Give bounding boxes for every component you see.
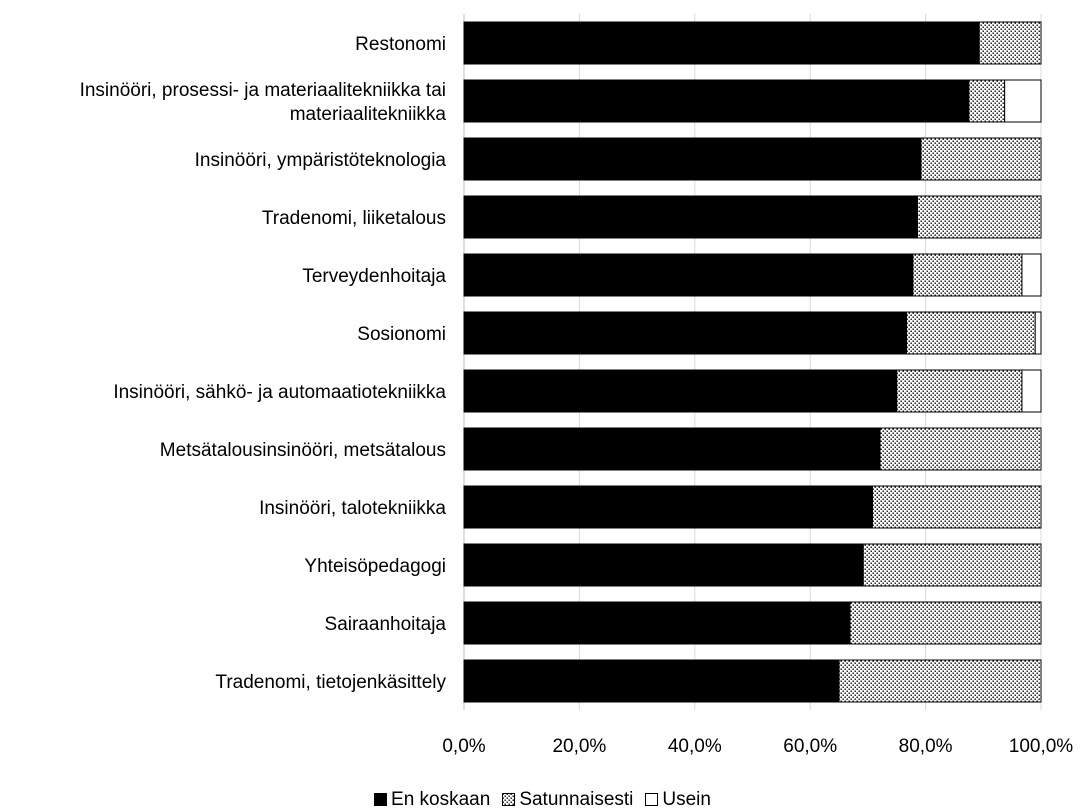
legend: En koskaan Satunnaisesti Usein (0, 788, 1085, 811)
x-tick-label: 20,0% (552, 736, 606, 757)
bar-segment-en-koskaan (463, 543, 864, 587)
x-axis-tick-labels: 0,0% 20,0% 40,0% 60,0% 80,0% 100,0% (442, 736, 1073, 757)
bar-segment-usein (1021, 369, 1042, 413)
category-label: Insinööri, sähkö- ja automaatiotekniikka (113, 382, 446, 403)
bar-segment-usein (1034, 311, 1042, 355)
category-label: Restonomi (355, 34, 446, 55)
category-labels: Restonomi Insinööri, prosessi- ja materia… (80, 34, 447, 693)
legend-swatch-empty-icon (645, 793, 659, 806)
category-label: Insinööri, prosessi- ja materiaaliteknii… (80, 80, 447, 125)
category-label: Insinööri, ympäristöteknologia (195, 150, 447, 171)
category-label: Tradenomi, tietojenkäsittely (215, 672, 446, 693)
bar-segment-usein (1021, 253, 1042, 297)
bar-segment-en-koskaan (463, 137, 922, 181)
x-tick-label: 100,0% (1009, 736, 1074, 757)
bar-segment-en-koskaan (463, 311, 908, 355)
category-label: Yhteisöpedagogi (304, 556, 446, 577)
legend-item-usein: Usein (645, 789, 711, 811)
bar-segment-en-koskaan (463, 369, 898, 413)
bar-segment-satunnaisesti (879, 427, 1042, 471)
bar-segment-satunnaisesti (917, 195, 1042, 239)
bar-segment-en-koskaan (463, 427, 881, 471)
gridlines (463, 14, 1042, 710)
bar-segment-en-koskaan (463, 79, 970, 123)
bar-segment-satunnaisesti (920, 137, 1042, 181)
bar-segment-en-koskaan (463, 601, 851, 645)
bar-segment-en-koskaan (463, 485, 874, 529)
x-tick-label: 40,0% (668, 736, 722, 757)
bar-segment-en-koskaan (463, 195, 919, 239)
bar-segment-usein (1004, 79, 1042, 123)
bar-segment-satunnaisesti (896, 369, 1023, 413)
category-label: Insinööri, talotekniikka (259, 498, 446, 519)
category-label: Sairaanhoitaja (325, 614, 447, 635)
bar-segment-satunnaisesti (849, 601, 1042, 645)
bars (463, 21, 1042, 703)
legend-label: Satunnaisesti (519, 788, 634, 810)
legend-label: Usein (662, 788, 711, 810)
x-tick-label: 60,0% (783, 736, 837, 757)
category-label: Metsätalousinsinööri, metsätalous (160, 440, 446, 461)
legend-item-en-koskaan: En koskaan (374, 789, 490, 811)
bar-segment-en-koskaan (463, 659, 840, 703)
category-label: Sosionomi (357, 324, 446, 345)
bar-segment-satunnaisesti (912, 253, 1023, 297)
bar-segment-en-koskaan (463, 21, 980, 65)
legend-swatch-solid-icon (374, 793, 388, 806)
bar-segment-satunnaisesti (862, 543, 1042, 587)
bar-segment-satunnaisesti (872, 485, 1042, 529)
category-label: Tradenomi, liiketalous (262, 208, 446, 229)
bar-segment-satunnaisesti (968, 79, 1006, 123)
stacked-bar-chart: Restonomi Insinööri, prosessi- ja materia… (80, 14, 1073, 757)
x-tick-label: 80,0% (899, 736, 953, 757)
bar-segment-satunnaisesti (906, 311, 1036, 355)
bar-segment-satunnaisesti (838, 659, 1042, 703)
legend-item-satunnaisesti: Satunnaisesti (502, 789, 633, 811)
legend-label: En koskaan (391, 788, 491, 810)
bar-segment-en-koskaan (463, 253, 914, 297)
legend-swatch-dotted-icon (502, 793, 516, 806)
bar-segment-satunnaisesti (978, 21, 1042, 65)
x-tick-label: 0,0% (442, 736, 485, 757)
category-label: Terveydenhoitaja (302, 266, 446, 287)
